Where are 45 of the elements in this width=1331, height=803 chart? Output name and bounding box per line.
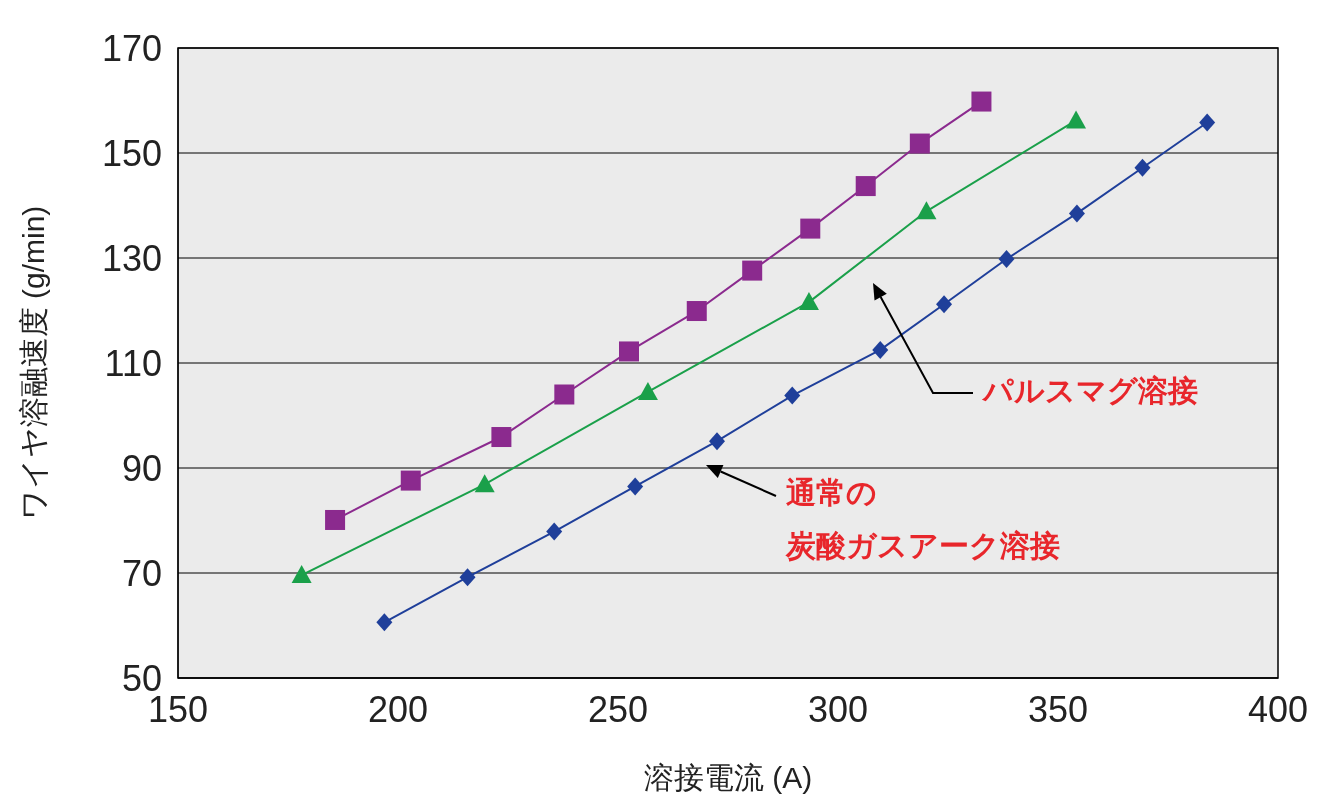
point	[909, 133, 930, 154]
point	[686, 301, 707, 322]
y-tick-label: 150	[101, 132, 162, 174]
annotation: 通常の	[786, 475, 877, 509]
y-axis-title: ワイヤ溶融速度 (g/min)	[16, 205, 50, 521]
point	[798, 292, 819, 311]
point	[742, 260, 763, 281]
point	[474, 474, 495, 493]
annotation: パルスマグ溶接	[981, 373, 1198, 407]
point	[998, 250, 1015, 269]
point	[546, 522, 563, 541]
point	[800, 218, 821, 239]
x-tick-label: 200	[367, 688, 429, 730]
point	[709, 432, 725, 451]
point	[637, 381, 658, 400]
y-tick-label: 110	[104, 342, 162, 384]
point	[936, 295, 953, 314]
x-tick-label: 350	[1027, 688, 1089, 730]
point	[1134, 158, 1151, 177]
point	[491, 427, 512, 448]
point	[325, 509, 346, 530]
point	[1199, 113, 1216, 132]
y-tick-label: 90	[121, 447, 162, 489]
point	[1066, 110, 1087, 129]
annotation: 炭酸ガスアーク溶接	[785, 528, 1060, 562]
point	[872, 340, 889, 359]
point	[1068, 204, 1085, 223]
point	[784, 386, 801, 405]
x-axis-title: 溶接電流 (A)	[643, 761, 813, 794]
point	[554, 384, 575, 405]
y-tick-label: 130	[101, 237, 162, 279]
point	[916, 201, 937, 220]
x-tick-label: 300	[807, 688, 869, 730]
point	[619, 341, 639, 362]
point	[627, 477, 644, 496]
point	[291, 565, 312, 584]
y-tick-label: 70	[121, 552, 162, 594]
x-tick-label: 400	[1247, 688, 1309, 730]
point	[459, 568, 476, 587]
y-tick-label: 170	[101, 27, 162, 69]
x-tick-label: 250	[587, 688, 649, 730]
point	[376, 613, 393, 632]
point	[400, 470, 421, 491]
point	[971, 91, 992, 112]
point	[855, 176, 876, 197]
